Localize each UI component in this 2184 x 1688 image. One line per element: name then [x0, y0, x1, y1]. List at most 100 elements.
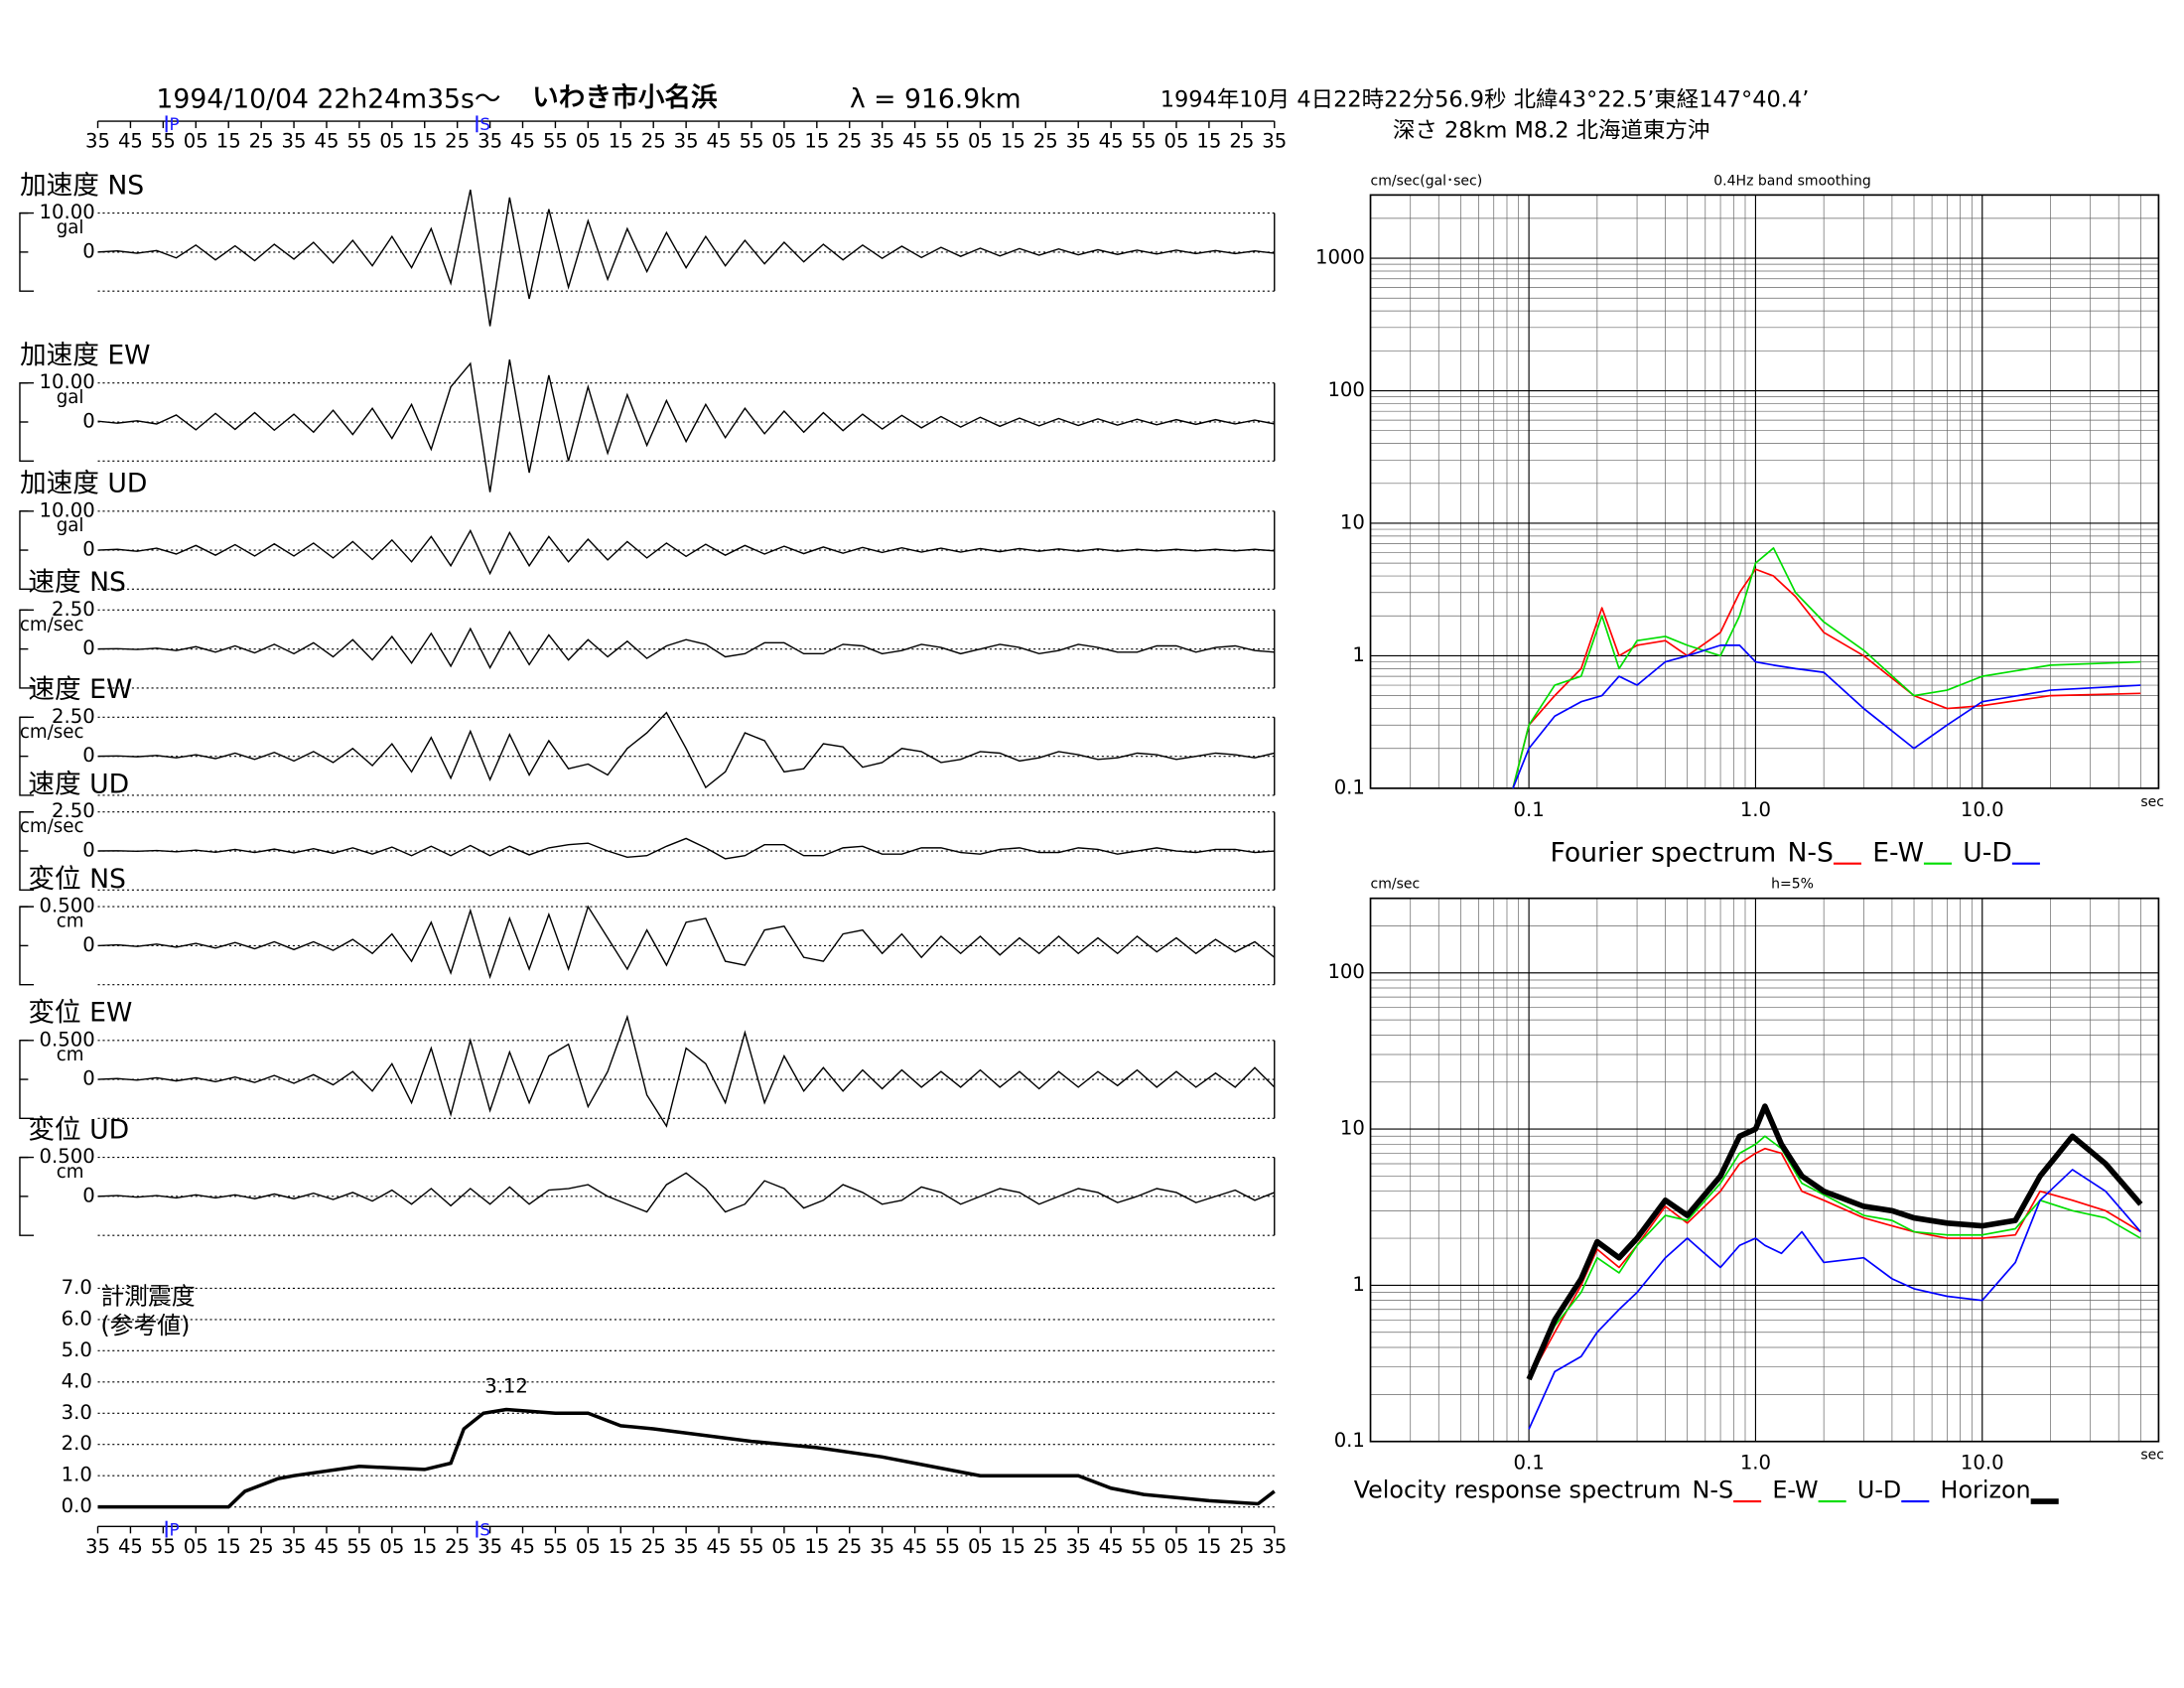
- time-tick-label: 45: [510, 130, 535, 153]
- waveform-line: [97, 359, 1275, 492]
- plot-frame: [1369, 194, 2160, 789]
- time-tick-label: 15: [1001, 1535, 1025, 1558]
- y-tick-label: 5.0: [62, 1338, 92, 1361]
- time-tick-label: 25: [837, 130, 862, 153]
- time-tick-label: 55: [1132, 1535, 1157, 1558]
- caption: Fourier spectrum: [1550, 837, 1776, 868]
- header-station: いわき市小名浜: [532, 82, 718, 113]
- unit-label: cm: [57, 912, 84, 932]
- time-tick-label: 15: [804, 130, 829, 153]
- time-tick-label: 15: [1196, 130, 1221, 153]
- time-tick-label: 55: [935, 130, 960, 153]
- chart-title: 計測震度: [100, 1283, 195, 1311]
- time-tick-label: 35: [85, 1535, 110, 1558]
- legend-label: E-W: [1772, 1477, 1818, 1504]
- time-tick-label: 55: [543, 130, 568, 153]
- time-tick-label: 15: [412, 130, 437, 153]
- time-tick-label: 35: [674, 130, 699, 153]
- y-tick-label: 1: [1352, 643, 1364, 666]
- x-axis-label: sec: [2140, 1448, 2164, 1464]
- time-tick-label: 15: [412, 1535, 437, 1558]
- panel-title: 加速度 EW: [20, 341, 151, 371]
- time-tick-label: 25: [1229, 130, 1254, 153]
- y-tick-label: 6.0: [62, 1307, 92, 1330]
- phase-label: P: [169, 114, 179, 134]
- time-tick-label: 25: [1033, 1535, 1058, 1558]
- time-tick-label: 05: [1163, 1535, 1188, 1558]
- time-tick-label: 25: [1229, 1535, 1254, 1558]
- spectrum-line: [1528, 1147, 2141, 1380]
- y-tick-label: 7.0: [62, 1276, 92, 1299]
- time-tick-label: 45: [118, 130, 143, 153]
- panel-title: 加速度 UD: [20, 469, 147, 499]
- annotation: 3.12: [484, 1375, 528, 1398]
- spectrum-line: [1528, 1169, 2141, 1430]
- y-tick-label: 100: [1327, 378, 1364, 401]
- y-tick-label: 0: [82, 538, 94, 561]
- phase-label: P: [169, 1520, 179, 1540]
- phase-label: S: [479, 114, 490, 134]
- y-tick-label: 100: [1327, 960, 1364, 983]
- unit-label: cm/sec: [20, 816, 84, 837]
- y-tick-label: 2.50: [52, 705, 95, 728]
- y-tick-label: 0.1: [1334, 1429, 1365, 1452]
- time-tick-label: 15: [1196, 1535, 1221, 1558]
- waveform-line: [97, 627, 1275, 669]
- y-tick-label: 3.0: [62, 1401, 92, 1424]
- spectrum-line: [1512, 547, 2141, 789]
- x-axis-label: sec: [2140, 794, 2164, 810]
- time-tick-label: 35: [1066, 130, 1091, 153]
- unit-label: cm/sec: [20, 615, 84, 635]
- y-tick-label: 0.0: [62, 1494, 92, 1517]
- header-distance: λ = 916.9km: [850, 83, 1022, 114]
- time-tick-label: 55: [346, 130, 371, 153]
- chart-subtitle: (参考値): [100, 1312, 190, 1339]
- x-tick-label: 0.1: [1514, 1452, 1545, 1475]
- y-tick-label: 10: [1340, 1117, 1365, 1140]
- time-tick-label: 05: [576, 130, 601, 153]
- time-tick-label: 15: [1001, 130, 1025, 153]
- unit-label: gal: [57, 387, 84, 408]
- y-tick-label: 0: [82, 744, 94, 767]
- panel-title: 速度 EW: [28, 674, 132, 705]
- y-axis-label: cm/sec(gal･sec): [1371, 173, 1483, 189]
- legend-label: N-S: [1787, 837, 1833, 868]
- time-tick-label: 55: [151, 130, 176, 153]
- time-tick-label: 25: [641, 1535, 666, 1558]
- legend-label: Horizon: [1941, 1477, 2031, 1504]
- waveform-line: [97, 711, 1275, 789]
- time-tick-label: 05: [379, 130, 404, 153]
- panel-title: 速度 NS: [28, 567, 126, 598]
- header-origin: 1994年10月 4日22時22分56.9秒 北緯43°22.5’東経147°4…: [1160, 86, 1810, 112]
- spectrum-line: [1526, 1103, 2143, 1381]
- time-tick-label: 35: [478, 1535, 502, 1558]
- time-tick-label: 05: [576, 1535, 601, 1558]
- x-tick-label: 0.1: [1514, 798, 1545, 821]
- time-tick-label: 25: [641, 130, 666, 153]
- y-tick-label: 0.500: [40, 1145, 95, 1168]
- time-tick-label: 45: [902, 1535, 927, 1558]
- time-tick-label: 35: [478, 130, 502, 153]
- time-tick-label: 35: [282, 130, 307, 153]
- waveform-line: [97, 837, 1275, 860]
- time-tick-label: 25: [837, 1535, 862, 1558]
- time-tick-label: 15: [609, 130, 633, 153]
- time-tick-label: 55: [935, 1535, 960, 1558]
- spectrum-line: [1512, 644, 2141, 789]
- time-tick-label: 45: [118, 1535, 143, 1558]
- header-source: 深さ 28km M8.2 北海道東方沖: [1393, 117, 1709, 143]
- time-tick-label: 05: [968, 1535, 993, 1558]
- time-tick-label: 35: [1066, 1535, 1091, 1558]
- caption: Velocity response spectrum: [1354, 1477, 1682, 1504]
- y-tick-label: 2.50: [52, 598, 95, 621]
- time-tick-label: 05: [771, 1535, 796, 1558]
- time-tick-label: 05: [184, 130, 208, 153]
- y-tick-label: 4.0: [62, 1369, 92, 1392]
- time-tick-label: 35: [870, 1535, 894, 1558]
- time-tick-label: 25: [249, 130, 274, 153]
- panel-title: 加速度 NS: [20, 170, 144, 201]
- time-tick-label: 45: [1099, 130, 1124, 153]
- waveform-line: [97, 528, 1275, 576]
- plot-frame: [1369, 897, 2160, 1443]
